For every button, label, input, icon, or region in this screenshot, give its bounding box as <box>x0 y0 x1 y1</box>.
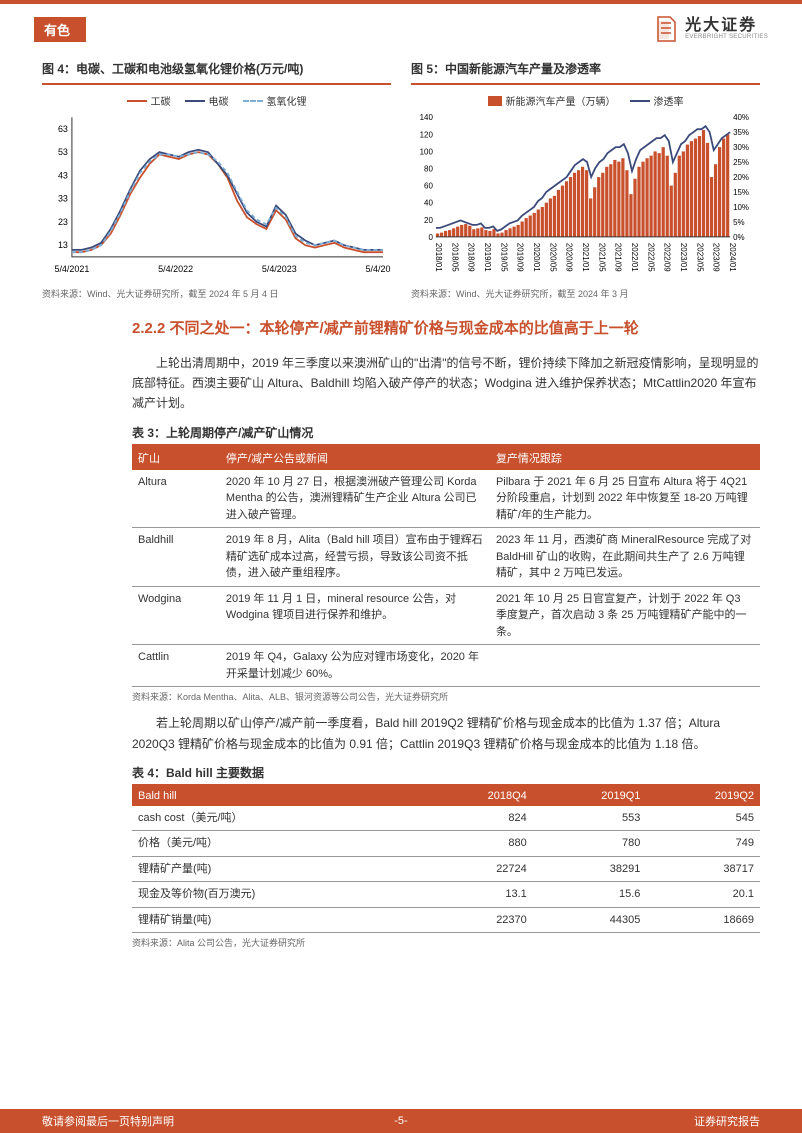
table-row: 价格（美元/吨）880780749 <box>132 831 760 857</box>
svg-text:120: 120 <box>420 130 434 139</box>
svg-text:63: 63 <box>58 124 68 134</box>
svg-text:0%: 0% <box>733 233 745 242</box>
category-badge: 有色 <box>34 17 86 42</box>
table-row: Altura2020 年 10 月 27 日，根据澳洲破产管理公司 Korda … <box>132 470 760 528</box>
svg-text:2023/09: 2023/09 <box>712 243 721 272</box>
table4-source: 资料来源：Alita 公司公告，光大证券研究所 <box>42 936 760 949</box>
chart4-title: 图 4：电碳、工碳和电池级氢氧化锂价格(万元/吨) <box>42 60 391 77</box>
logo-text-en: EVERBRIGHT SECURITIES <box>685 34 768 40</box>
footer-left: 敬请参阅最后一页特别声明 <box>42 1113 174 1129</box>
paragraph-2: 若上轮周期以矿山停产/减产前一季度看，Bald hill 2019Q2 锂精矿价… <box>42 713 760 754</box>
svg-text:23: 23 <box>58 217 68 227</box>
svg-text:2022/05: 2022/05 <box>646 243 655 272</box>
svg-text:2021/09: 2021/09 <box>614 243 623 272</box>
svg-text:2020/05: 2020/05 <box>548 243 557 272</box>
table3-header: 矿山 <box>132 446 220 470</box>
svg-text:2022/09: 2022/09 <box>663 243 672 272</box>
svg-text:33: 33 <box>58 194 68 204</box>
page-header: 有色 光大证券 EVERBRIGHT SECURITIES <box>0 0 802 54</box>
chart5-title: 图 5：中国新能源汽车产量及渗透率 <box>411 60 760 77</box>
paragraph-1: 上轮出清周期中，2019 年三季度以来澳洲矿山的"出清"的信号不断，锂价持续下降… <box>42 353 760 414</box>
svg-text:80: 80 <box>424 164 433 173</box>
table4-header: 2019Q1 <box>533 786 647 806</box>
svg-text:20%: 20% <box>733 173 749 182</box>
table-row: Cattlin2019 年 Q4，Galaxy 公为应对锂市场变化，2020 年… <box>132 645 760 687</box>
table-4: Bald hill2018Q42019Q12019Q2cash cost（美元/… <box>132 786 760 934</box>
table-row: Wodgina2019 年 11 月 1 日，mineral resource … <box>132 586 760 645</box>
svg-text:2018/01: 2018/01 <box>434 243 443 272</box>
footer-page-number: -5- <box>394 1115 407 1127</box>
svg-text:35%: 35% <box>733 128 749 137</box>
logo-icon <box>655 15 679 43</box>
chart5-legend: 新能源汽车产量（万辆） 渗透率 <box>411 93 760 108</box>
svg-text:5/4/2024: 5/4/2024 <box>366 264 391 274</box>
svg-text:5/4/2021: 5/4/2021 <box>54 264 89 274</box>
table-row: cash cost（美元/吨）824553545 <box>132 806 760 831</box>
svg-text:53: 53 <box>58 147 68 157</box>
chart-4-container: 图 4：电碳、工碳和电池级氢氧化锂价格(万元/吨) 工碳 电碳 氢氧化锂 13 2… <box>42 60 391 300</box>
svg-text:5%: 5% <box>733 218 745 227</box>
svg-text:15%: 15% <box>733 188 749 197</box>
chart-5-container: 图 5：中国新能源汽车产量及渗透率 新能源汽车产量（万辆） 渗透率 0 20 40 6… <box>411 60 760 300</box>
svg-text:40: 40 <box>424 199 433 208</box>
svg-text:30%: 30% <box>733 143 749 152</box>
company-logo: 光大证券 EVERBRIGHT SECURITIES <box>655 15 768 43</box>
footer-right: 证券研究报告 <box>694 1113 760 1129</box>
table-row: 现金及等价物(百万澳元)13.115.620.1 <box>132 882 760 908</box>
svg-text:2021/01: 2021/01 <box>581 243 590 272</box>
svg-text:2022/01: 2022/01 <box>630 243 639 272</box>
table-row: Baldhill2019 年 8 月，Alita（Bald hill 项目）宣布… <box>132 528 760 587</box>
chart5-plot: 0 20 40 60 80 100 120 140 0% 5% 10% 15% 20% 25% 30% 35%… <box>411 112 760 277</box>
table4-header: 2019Q2 <box>646 786 760 806</box>
svg-text:43: 43 <box>58 170 68 180</box>
svg-text:0: 0 <box>428 233 433 242</box>
table3-title: 表 3：上轮周期停产/减产矿山情况 <box>42 424 760 441</box>
svg-text:10%: 10% <box>733 203 749 212</box>
chart4-legend: 工碳 电碳 氢氧化锂 <box>42 93 391 108</box>
logo-text-cn: 光大证券 <box>685 18 768 34</box>
svg-text:2018/05: 2018/05 <box>450 243 459 272</box>
svg-text:2020/01: 2020/01 <box>532 243 541 272</box>
chart4-source: 资料来源：Wind、光大证券研究所，截至 2024 年 5 月 4 日 <box>42 287 391 300</box>
svg-text:140: 140 <box>420 113 434 122</box>
table4-title: 表 4：Bald hill 主要数据 <box>42 764 760 781</box>
svg-text:20: 20 <box>424 216 433 225</box>
svg-text:13: 13 <box>58 240 68 250</box>
svg-text:5/4/2023: 5/4/2023 <box>262 264 297 274</box>
svg-text:2019/01: 2019/01 <box>483 243 492 272</box>
table3-header: 停产/减产公告或新闻 <box>220 446 490 470</box>
svg-text:2018/09: 2018/09 <box>467 243 476 272</box>
svg-text:2021/05: 2021/05 <box>597 243 606 272</box>
table-row: 锂精矿产量(吨)227243829138717 <box>132 856 760 882</box>
svg-text:5/4/2022: 5/4/2022 <box>158 264 193 274</box>
svg-text:60: 60 <box>424 182 433 191</box>
chart4-plot: 13 23 33 43 53 63 5/4/2021 5/4/2022 5/4/2023 5/4/… <box>42 112 391 277</box>
table-3: 矿山停产/减产公告或新闻复产情况跟踪Altura2020 年 10 月 27 日… <box>132 446 760 688</box>
section-heading: 2.2.2 不同之处一：本轮停产/减产前锂精矿价格与现金成本的比值高于上一轮 <box>42 318 760 341</box>
table3-source: 资料来源：Korda Mentha、Alita、ALB、银河资源等公司公告，光大… <box>42 690 760 703</box>
table4-header: Bald hill <box>132 786 419 806</box>
table3-header: 复产情况跟踪 <box>490 446 760 470</box>
svg-text:2019/05: 2019/05 <box>499 243 508 272</box>
svg-text:2020/09: 2020/09 <box>565 243 574 272</box>
chart5-source: 资料来源：Wind、光大证券研究所，截至 2024 年 3 月 <box>411 287 760 300</box>
svg-text:25%: 25% <box>733 158 749 167</box>
svg-text:2023/01: 2023/01 <box>679 243 688 272</box>
svg-text:2023/05: 2023/05 <box>695 243 704 272</box>
svg-text:40%: 40% <box>733 113 749 122</box>
table4-header: 2018Q4 <box>419 786 533 806</box>
svg-text:2019/09: 2019/09 <box>516 243 525 272</box>
page-footer: 敬请参阅最后一页特别声明 -5- 证券研究报告 <box>0 1109 802 1133</box>
svg-text:2024/01: 2024/01 <box>728 243 737 272</box>
svg-text:100: 100 <box>420 147 434 156</box>
table-row: 锂精矿销量(吨)223704430518669 <box>132 907 760 933</box>
